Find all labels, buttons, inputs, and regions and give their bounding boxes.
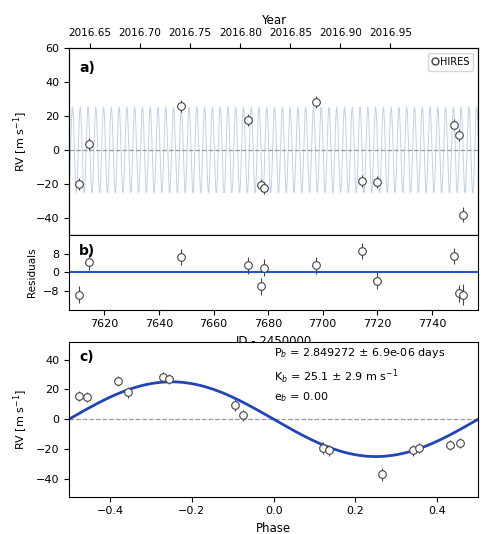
X-axis label: JD - 2450000: JD - 2450000 (236, 335, 312, 348)
X-axis label: Phase: Phase (256, 522, 291, 534)
Text: e$_b$ = 0.00: e$_b$ = 0.00 (274, 390, 328, 404)
Y-axis label: RV [m s$^{-1}$]: RV [m s$^{-1}$] (12, 389, 30, 450)
Text: a): a) (79, 61, 95, 75)
Legend: HIRES: HIRES (428, 53, 473, 70)
Text: P$_b$ = 2.849272 ± 6.9e-06 days: P$_b$ = 2.849272 ± 6.9e-06 days (274, 347, 445, 360)
Text: c): c) (79, 350, 94, 364)
X-axis label: Year: Year (261, 14, 286, 27)
Y-axis label: Residuals: Residuals (27, 248, 37, 297)
Text: b): b) (79, 244, 96, 258)
Y-axis label: RV [m s$^{-1}$]: RV [m s$^{-1}$] (12, 111, 30, 172)
Text: K$_b$ = 25.1 ± 2.9 m s$^{-1}$: K$_b$ = 25.1 ± 2.9 m s$^{-1}$ (274, 368, 398, 387)
